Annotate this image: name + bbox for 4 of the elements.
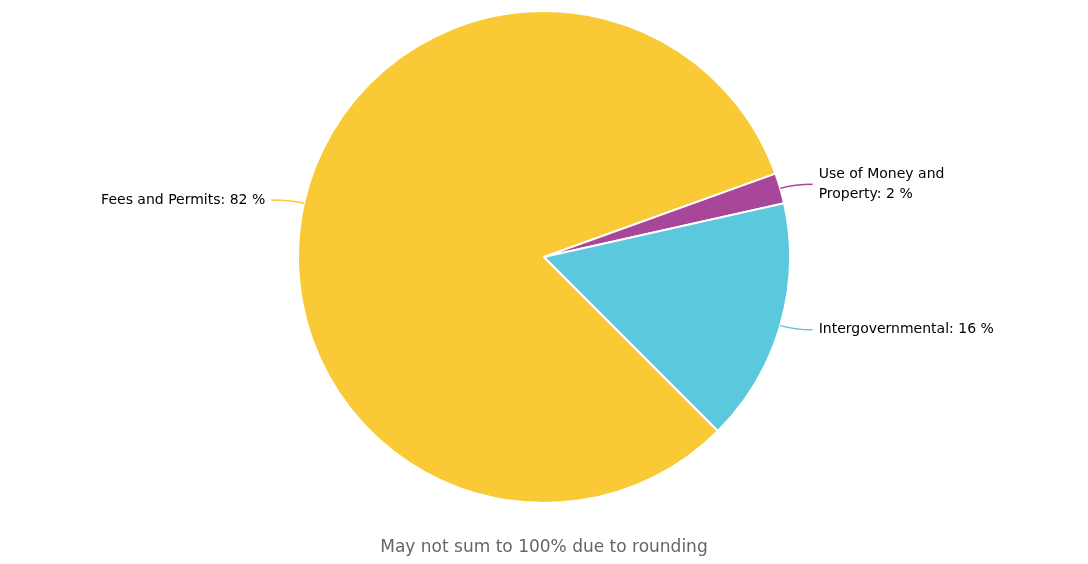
slice-label: Use of Money and Property: 2 % [818,164,945,201]
slice-label: Fees and Permits: 82 % [101,190,266,207]
slice-label: Intergovernmental: 16 % [818,320,994,337]
text: May not sum to 100% due to rounding [379,536,709,556]
